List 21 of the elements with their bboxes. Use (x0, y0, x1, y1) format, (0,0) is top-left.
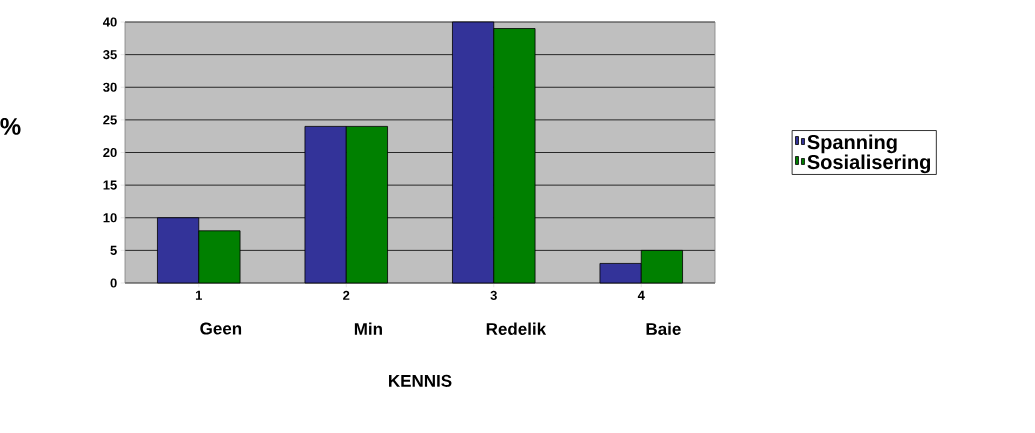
y-tick-label: 40 (102, 17, 117, 27)
x-axis-title: KENNIS (389, 374, 452, 387)
y-tick-label: 5 (110, 245, 117, 255)
y-tick-label: 20 (103, 147, 117, 158)
legend-label: Spanning (807, 134, 897, 154)
y-tick-label: 25 (103, 115, 117, 125)
x-tick-label: 1 (195, 290, 203, 300)
y-tick-label: 15 (103, 180, 117, 190)
y-tick-label: 35 (103, 50, 117, 60)
text: Min (354, 322, 382, 335)
y-axis-title: % (0, 117, 21, 135)
y-tick-label: 30 (103, 82, 117, 92)
legend-label: Sosialisering (807, 154, 931, 174)
y-tick-label: 10 (103, 213, 117, 223)
x-tick-label: 4 (637, 290, 645, 300)
y-tick-label: 0 (110, 278, 117, 288)
text: Baie (646, 322, 681, 336)
x-tick-label: 3 (490, 290, 497, 300)
text: Redelik (486, 322, 547, 336)
x-tick-label: 2 (343, 290, 350, 300)
text: Geen (200, 322, 242, 335)
